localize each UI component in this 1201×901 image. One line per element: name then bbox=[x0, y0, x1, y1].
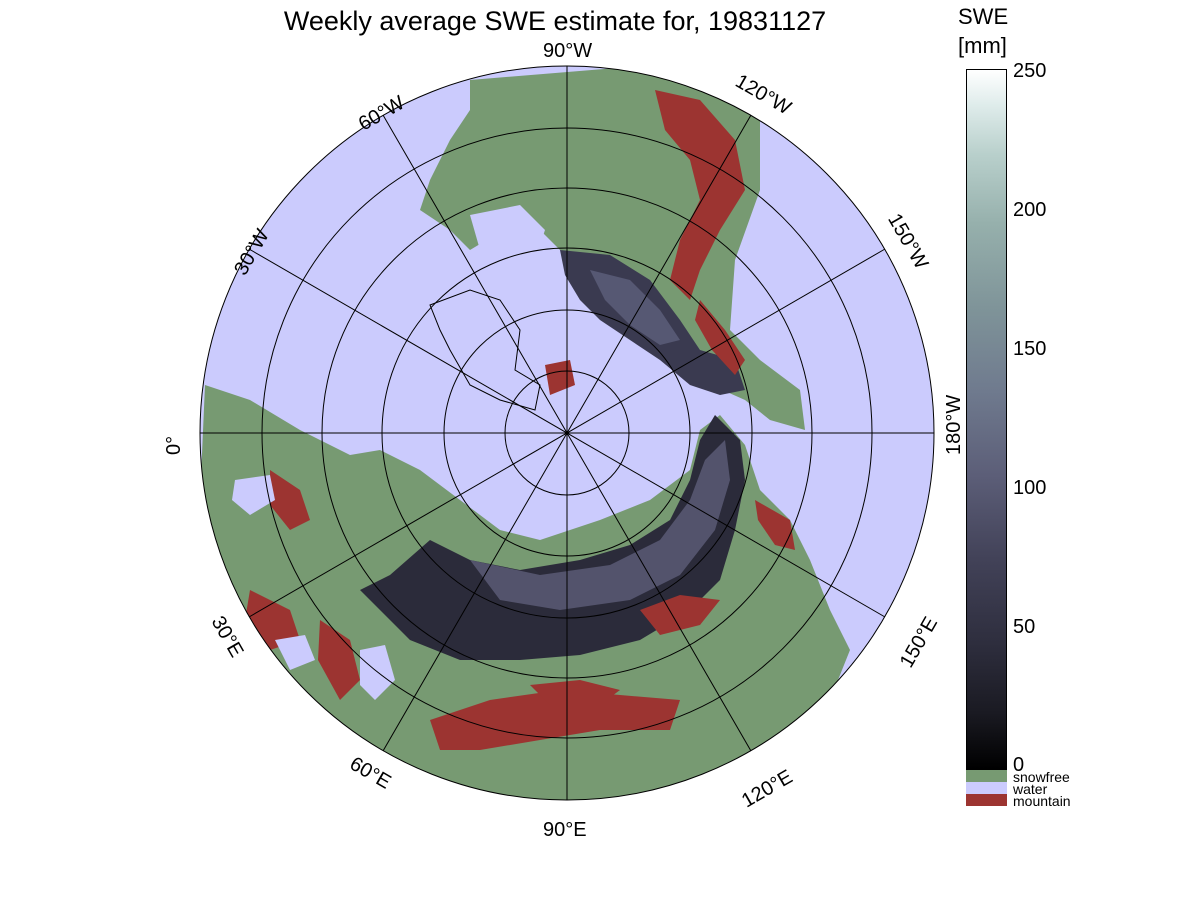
lon-label-0: 0° bbox=[163, 436, 185, 455]
colorbar-tick: 150 bbox=[1013, 338, 1047, 360]
legend-label-mountain: mountain bbox=[1013, 793, 1071, 809]
colorbar-tick: 200 bbox=[1013, 199, 1047, 221]
mountain-scandinavia bbox=[270, 470, 310, 530]
hudson-bay bbox=[470, 205, 545, 270]
lon-label-30e: 30°E bbox=[207, 612, 248, 661]
lon-label-90w: 90°W bbox=[543, 40, 592, 62]
colorbar-tick: 250 bbox=[1013, 60, 1047, 82]
colorbar-tick: 100 bbox=[1013, 477, 1047, 499]
mountain-kamchatka bbox=[755, 500, 795, 550]
lon-label-180w: 180°W bbox=[943, 395, 965, 455]
mountain-rockies bbox=[655, 90, 745, 300]
lon-label-120e: 120°E bbox=[738, 766, 796, 812]
mountain-caucasus bbox=[318, 620, 360, 700]
lon-label-150e: 150°E bbox=[896, 613, 942, 671]
lon-label-60e: 60°E bbox=[346, 753, 395, 794]
legend-label-snowfree: snowfree bbox=[1013, 769, 1070, 785]
colorbar-tick: 0 bbox=[1013, 754, 1025, 776]
lon-label-90e: 90°E bbox=[543, 819, 587, 841]
legend-swatch-snowfree bbox=[966, 770, 1007, 782]
mountain-siberia-east bbox=[640, 595, 720, 635]
colorbar-title-line1: SWE bbox=[958, 4, 1009, 29]
mountain-himalaya bbox=[430, 690, 680, 750]
snow-eurasia-mid bbox=[470, 440, 730, 610]
colorbar-title-line2: [mm] bbox=[958, 33, 1007, 58]
legend-label-water: water bbox=[1013, 781, 1048, 797]
baltic-sea bbox=[232, 475, 275, 515]
graticule bbox=[199, 65, 935, 801]
colorbar-tick: 50 bbox=[1013, 616, 1036, 638]
snow-na-mid bbox=[590, 270, 680, 345]
map-title: Weekly average SWE estimate for, 1983112… bbox=[283, 6, 827, 36]
swe-colorbar bbox=[966, 69, 1007, 770]
black-sea bbox=[275, 635, 315, 670]
greenland-outline bbox=[429, 289, 541, 411]
mountain-central-asia bbox=[530, 680, 620, 705]
legend-swatch-mountain bbox=[966, 794, 1007, 806]
legend-swatch-water bbox=[966, 782, 1007, 794]
mountain-coast bbox=[695, 300, 745, 375]
